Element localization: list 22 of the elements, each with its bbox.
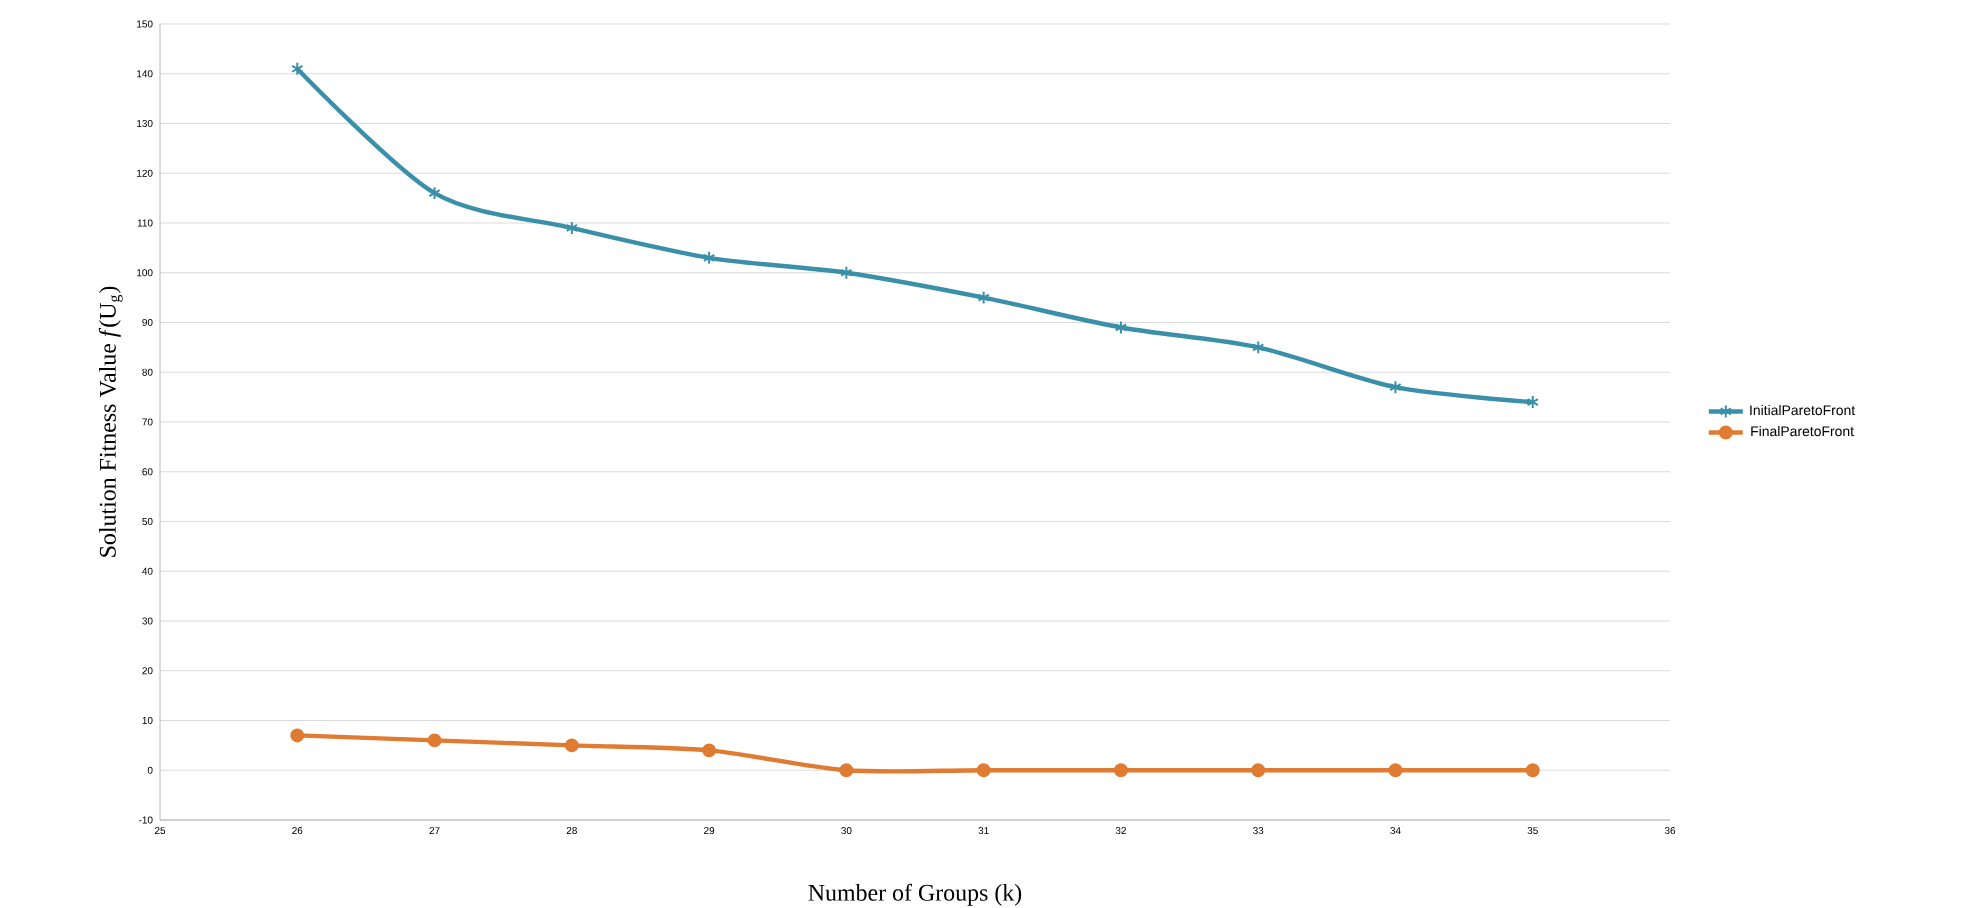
point: [1252, 340, 1265, 355]
point: [702, 743, 717, 758]
point: [702, 250, 716, 265]
point: [1251, 763, 1266, 778]
point: [1525, 763, 1540, 778]
point: [1389, 380, 1402, 395]
x-axis-title: Number of Groups (k): [808, 883, 1022, 906]
y-axis-title: Solution Fitness Value f(U$_{g}$): [98, 286, 123, 557]
point: [1388, 763, 1403, 778]
point: [1114, 320, 1128, 335]
point: [1113, 763, 1128, 778]
point: [976, 763, 991, 778]
point: [291, 61, 304, 76]
point: [1526, 395, 1539, 410]
point: [564, 738, 579, 753]
point: [977, 290, 990, 305]
point: [839, 763, 854, 778]
point: [428, 186, 441, 201]
point: [840, 265, 853, 280]
point: [565, 220, 578, 235]
point: [427, 733, 442, 748]
point: [290, 728, 305, 743]
